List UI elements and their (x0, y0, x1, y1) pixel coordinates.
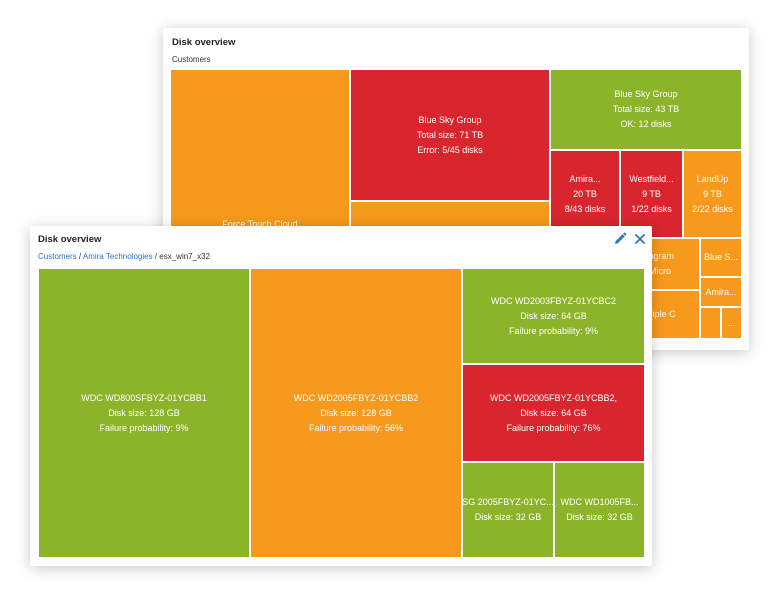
treemap-tile[interactable]: Amira... 20 TB 8/43 disks (550, 150, 620, 238)
tile-label-line: 2/22 disks (692, 203, 733, 214)
treemap-tile[interactable]: WDC WD2003FBYZ-01YCBC2 Disk size: 64 GB Fa… (462, 268, 645, 364)
front-disk-overview-panel: Disk overview Customers / Amira Technolo… (30, 226, 652, 566)
tile-label-line: Amira... (569, 173, 601, 184)
breadcrumb-current: esx_win7_x32 (159, 252, 210, 261)
tile-label-line: Total size: 43 TB (612, 104, 680, 114)
tile-label-line: LandUp (696, 173, 729, 184)
pencil-icon[interactable] (613, 232, 627, 246)
tile-label-line: WDC WD2005FBYZ-01YCBB2 (293, 392, 419, 403)
tile-label-line: Failure probability: 76% (506, 422, 601, 433)
tile-label-line: Amira... (705, 286, 737, 297)
tile-label-line: Blue Sky Group (418, 114, 482, 125)
breadcrumb-separator: / (76, 252, 83, 261)
tile-label-line: 8/43 disks (564, 203, 606, 214)
tile-label-line: Failure probability: 9% (99, 422, 189, 433)
tile-label-line: Disk size: 32 GB (474, 512, 542, 522)
tile-label-line: OK: 12 disks (620, 119, 672, 129)
tile-label-line: Disk size: 64 GB (520, 407, 587, 418)
tile-label-line: WDC WD1005FB... (560, 497, 639, 507)
treemap-tile[interactable]: Amira... (700, 277, 742, 307)
breadcrumb-separator: / (152, 252, 160, 261)
tile-label-line: 20 TB (573, 188, 597, 199)
treemap-tile[interactable]: WDC WD800SFBYZ-01YCBB1 Disk size: 128 GB F… (38, 268, 250, 558)
tile-label-line: WDC WD2003FBYZ-01YCBC2 (490, 295, 617, 306)
tile-label-line: Blue S... (703, 252, 739, 262)
breadcrumb-customers-link[interactable]: Customers (38, 252, 77, 261)
tile-label-line: SG 2005FBYZ-01YC... (462, 497, 554, 507)
treemap-tile[interactable]: Blue Sky Group Total size: 43 TB OK: 12 di… (550, 69, 742, 150)
back-panel-title: Disk overview (172, 37, 236, 48)
treemap-tile[interactable]: Blue Sky Group Total size: 71 TB Error: 5/… (350, 69, 550, 201)
tile-label-line: 1/22 disks (631, 203, 672, 214)
tile-label-line: WDC WD800SFBYZ-01YCBB1 (81, 392, 207, 403)
tile-label-line: WDC WD2005FBYZ-01YCBB2, (489, 392, 618, 403)
tile-label-line: Disk size: 128 GB (320, 407, 392, 418)
tile-label-line: Westfield... (629, 173, 674, 184)
treemap-tile[interactable]: Blue S... (700, 238, 742, 277)
treemap-tile[interactable]: WDC WD2005FBYZ-01YCBB2 Disk size: 128 GB F… (250, 268, 462, 558)
close-icon[interactable] (633, 232, 647, 246)
tile-label-line: 9 TB (642, 188, 661, 199)
treemap-tile[interactable]: WDC WD1005FB... Disk size: 32 GB (554, 462, 645, 558)
tile-label-line: Blue Sky Group (614, 89, 678, 99)
breadcrumb: Customers / Amira Technologies / esx_win… (38, 252, 210, 261)
tile-label-line: Disk size: 128 GB (108, 407, 180, 418)
tile-label-line: Ingram (645, 251, 674, 261)
tile-label-line: ... (727, 317, 736, 328)
tile-label-line: Failure probability: 9% (508, 325, 599, 336)
treemap-tile[interactable] (700, 307, 721, 339)
tile-label-line: 9 TB (703, 188, 722, 199)
tile-label-line: Error: 5/45 disks (417, 144, 483, 155)
tile-label-line: Disk size: 64 GB (520, 310, 587, 321)
back-panel-subtitle: Customers (172, 55, 211, 64)
treemap-tile[interactable]: ... (721, 307, 742, 339)
tile-label-line: Failure probability: 56% (308, 422, 404, 433)
treemap-tile[interactable]: WDC WD2005FBYZ-01YCBB2, Disk size: 64 GB F… (462, 364, 645, 462)
tile-label-line: Micro (649, 266, 671, 276)
front-panel-title: Disk overview (38, 234, 102, 245)
breadcrumb-customer-link[interactable]: Amira Technologies (82, 252, 153, 261)
front-treemap: WDC WD800SFBYZ-01YCBB1 Disk size: 128 GB F… (38, 268, 645, 558)
treemap-tile[interactable]: SG 2005FBYZ-01YC... Disk size: 32 GB (462, 462, 554, 558)
treemap-tile[interactable]: LandUp 9 TB 2/22 disks (683, 150, 742, 238)
treemap-tile[interactable]: Westfield... 9 TB 1/22 disks (620, 150, 683, 238)
tile-label-line: Disk size: 32 GB (566, 512, 633, 522)
tile-label-line: Force Touch Cloud (222, 218, 298, 229)
tile-label-line: Triple C (644, 309, 676, 319)
tile-label-line: Total size: 71 TB (416, 129, 484, 140)
